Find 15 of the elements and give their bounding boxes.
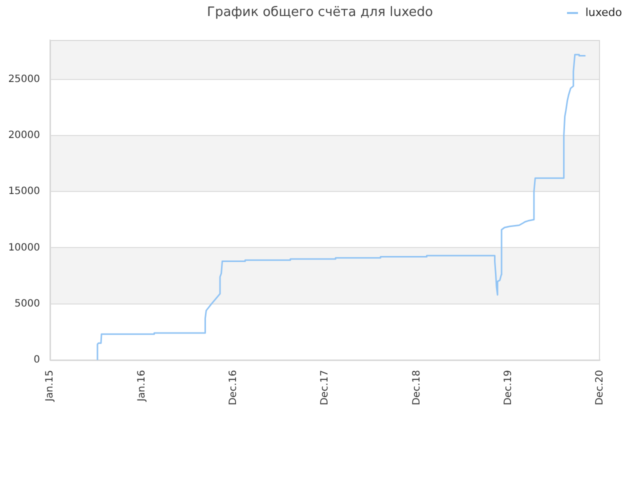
x-tick-label: Dec.19 bbox=[502, 370, 514, 406]
y-tick-label: 25000 bbox=[8, 74, 40, 85]
y-tick-label: 20000 bbox=[8, 130, 40, 142]
chart-title: График общего счёта для luxedo bbox=[207, 5, 433, 20]
x-tick-label: Jan.15 bbox=[44, 370, 56, 402]
y-tick-label: 10000 bbox=[8, 242, 40, 254]
x-tick-label: Dec.16 bbox=[228, 370, 239, 406]
x-tick-label: Dec.17 bbox=[320, 370, 331, 406]
y-tick-label: 15000 bbox=[8, 186, 40, 198]
x-tick-label: Jan.16 bbox=[136, 370, 148, 402]
x-tick-label: Dec.20 bbox=[594, 370, 606, 406]
legend-label: luxedo bbox=[585, 6, 622, 19]
x-tick-label: Dec.18 bbox=[411, 370, 422, 406]
y-tick-label: 5000 bbox=[14, 298, 40, 310]
y-tick-label: 0 bbox=[34, 354, 40, 366]
